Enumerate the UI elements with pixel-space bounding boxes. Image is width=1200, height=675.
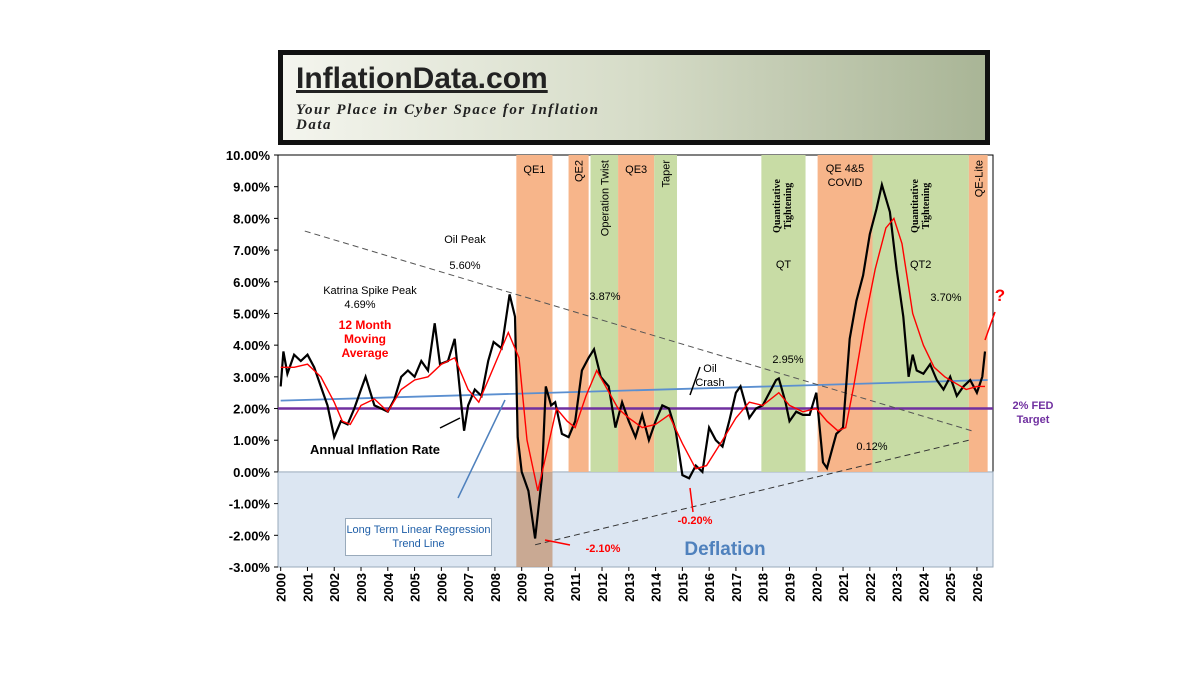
band-label: QE3 — [625, 164, 647, 176]
x-tick-label: 2003 — [354, 573, 369, 602]
qe-band — [654, 155, 678, 472]
subtitle: Your Place in Cyber Space for Inflation … — [296, 102, 600, 133]
x-tick-label: 2013 — [622, 573, 637, 602]
y-tick-label: 10.00% — [226, 148, 271, 163]
annotation: Oil Peak — [444, 234, 486, 246]
x-tick-label: 2006 — [434, 573, 449, 602]
x-tick-label: 2005 — [408, 573, 423, 602]
x-tick-label: 2012 — [595, 573, 610, 602]
x-tick-label: 2014 — [649, 572, 664, 602]
series-line — [279, 180, 987, 539]
series-line — [280, 216, 985, 492]
x-tick-label: 2000 — [274, 573, 289, 602]
qe-band-deflation — [516, 471, 553, 567]
x-tick-label: 2019 — [782, 573, 797, 602]
annotation: 3.87% — [589, 291, 621, 303]
y-tick-label: 4.00% — [233, 338, 270, 353]
y-tick-label: 2.00% — [233, 402, 270, 417]
band-label: Taper — [661, 160, 673, 188]
annotation: -2.10% — [585, 543, 621, 555]
arrow — [457, 399, 506, 499]
y-tick-label: -3.00% — [229, 560, 271, 575]
x-tick-label: 2007 — [461, 573, 476, 602]
x-tick-label: 2022 — [863, 573, 878, 602]
reference-line — [280, 379, 988, 402]
x-tick-label: 2009 — [515, 573, 530, 602]
x-tick-label: 2016 — [702, 573, 717, 602]
arrow — [689, 487, 694, 513]
arrow — [984, 311, 996, 341]
band-sublabel: QT2 — [910, 259, 931, 271]
x-tick-label: 2021 — [836, 573, 851, 602]
banner — [283, 55, 985, 140]
qe-band — [968, 155, 988, 472]
reference-label: Long Term Linear Regression Trend Line — [345, 518, 492, 556]
series-label: 12 Month Moving Average — [338, 318, 392, 360]
y-tick-label: 6.00% — [233, 275, 270, 290]
annotation: Katrina Spike Peak — [323, 285, 417, 297]
reference-line — [534, 439, 970, 546]
annotation: 4.69% — [344, 299, 376, 311]
annotation: 0.12% — [856, 441, 888, 453]
annotation: 2.95% — [772, 354, 804, 366]
annotation: Oil Crash — [695, 363, 725, 389]
x-tick-label: 2025 — [943, 573, 958, 602]
arrow — [689, 366, 701, 396]
x-tick-label: 2023 — [890, 573, 905, 602]
x-tick-label: 2002 — [327, 573, 342, 602]
y-tick-label: -1.00% — [229, 497, 271, 512]
annotation: 5.60% — [449, 260, 481, 272]
annotation: 3.70% — [930, 292, 962, 304]
band-label: Operation Twist — [599, 160, 611, 236]
series-label: Annual Inflation Rate — [310, 442, 440, 457]
annotation: -0.20% — [677, 515, 713, 527]
band-label: QE1 — [523, 164, 545, 176]
band-label: QE 4&5 COVID — [825, 163, 865, 189]
annotation: ? — [994, 286, 1006, 305]
qe-band — [618, 155, 655, 472]
band-label: Quantitative Tightening — [772, 179, 795, 233]
y-tick-label: 8.00% — [233, 211, 270, 226]
band-label: QE-Lite — [973, 160, 985, 197]
x-tick-label: 2018 — [756, 573, 771, 602]
x-tick-label: 2004 — [381, 572, 396, 602]
y-tick-label: 7.00% — [233, 243, 270, 258]
y-tick-label: 3.00% — [233, 370, 270, 385]
x-tick-label: 2017 — [729, 573, 744, 602]
deflation-label: Deflation — [684, 539, 765, 560]
arrow — [544, 539, 571, 546]
band-label: QE2 — [574, 160, 586, 182]
x-tick-label: 2001 — [300, 573, 315, 602]
y-tick-label: 5.00% — [233, 306, 270, 321]
x-tick-label: 2008 — [488, 573, 503, 602]
y-tick-label: 1.00% — [233, 433, 270, 448]
band-sublabel: QT — [776, 259, 792, 271]
x-tick-label: 2010 — [541, 573, 556, 602]
qe-band — [516, 155, 553, 472]
x-tick-label: 2011 — [568, 573, 583, 601]
title: InflationData.com — [296, 62, 548, 95]
y-tick-label: 0.00% — [233, 465, 270, 480]
reference-line — [304, 230, 972, 432]
x-tick-label: 2026 — [970, 573, 985, 602]
x-tick-label: 2024 — [916, 572, 931, 602]
arrow — [439, 417, 461, 429]
y-tick-label: 9.00% — [233, 180, 270, 195]
y-tick-label: -2.00% — [229, 528, 271, 543]
reference-label: 2% FED Target — [1012, 400, 1054, 426]
x-tick-label: 2020 — [809, 573, 824, 602]
qe-band — [761, 155, 806, 472]
qe-band — [817, 155, 873, 472]
x-tick-label: 2015 — [675, 573, 690, 602]
band-label: Quantitative Tightening — [909, 179, 932, 233]
